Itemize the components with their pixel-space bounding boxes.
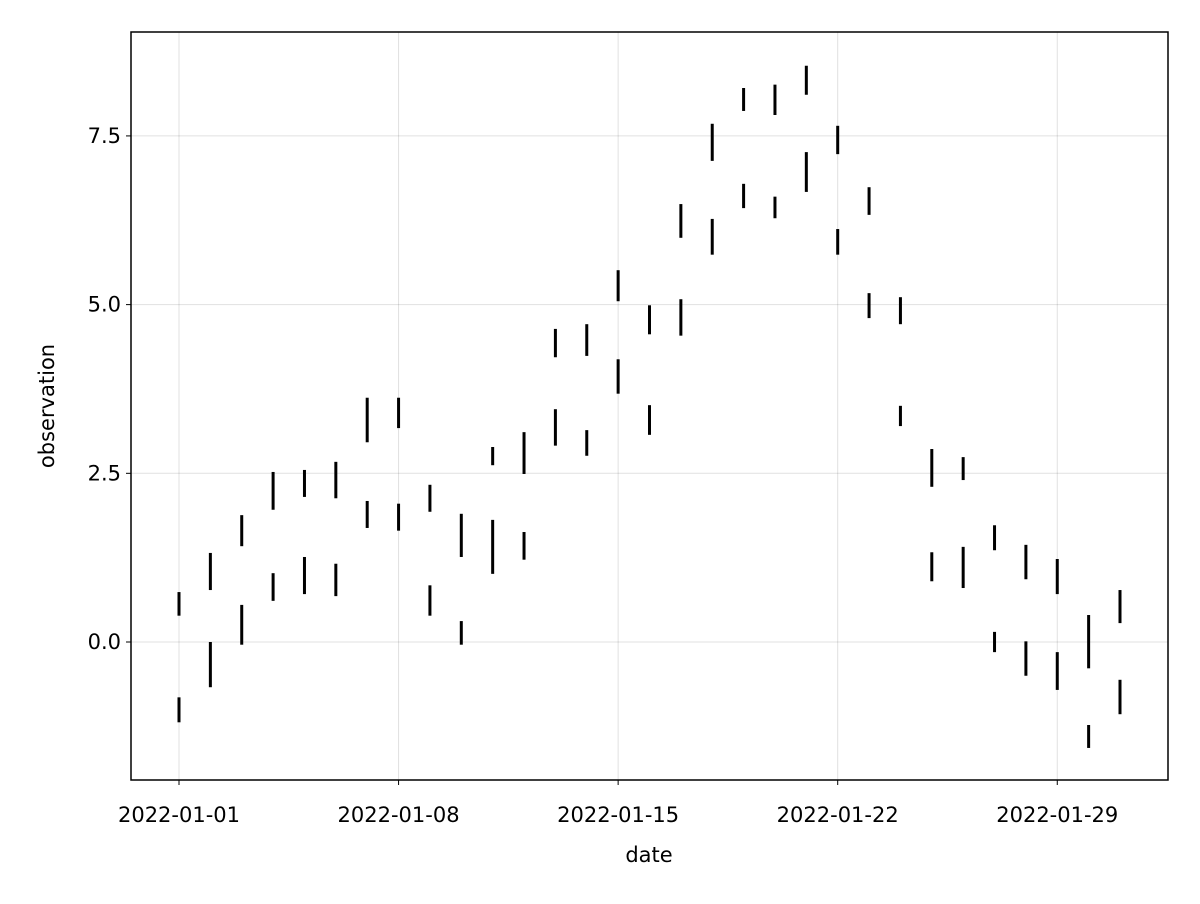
y-tick-label: 0.0 [88, 630, 121, 654]
plot-frame [130, 31, 1169, 781]
x-axis-label: date [625, 843, 672, 867]
x-tick-label: 2022-01-29 [996, 803, 1118, 827]
x-tick-label: 2022-01-01 [118, 803, 240, 827]
y-tick-label: 7.5 [88, 124, 121, 148]
x-tick-label: 2022-01-15 [557, 803, 679, 827]
y-tick-label: 2.5 [88, 461, 121, 485]
x-tick-label: 2022-01-22 [777, 803, 899, 827]
y-axis-label: observation [35, 344, 59, 468]
y-tick-label: 5.0 [88, 293, 121, 317]
x-tick-label: 2022-01-08 [338, 803, 460, 827]
